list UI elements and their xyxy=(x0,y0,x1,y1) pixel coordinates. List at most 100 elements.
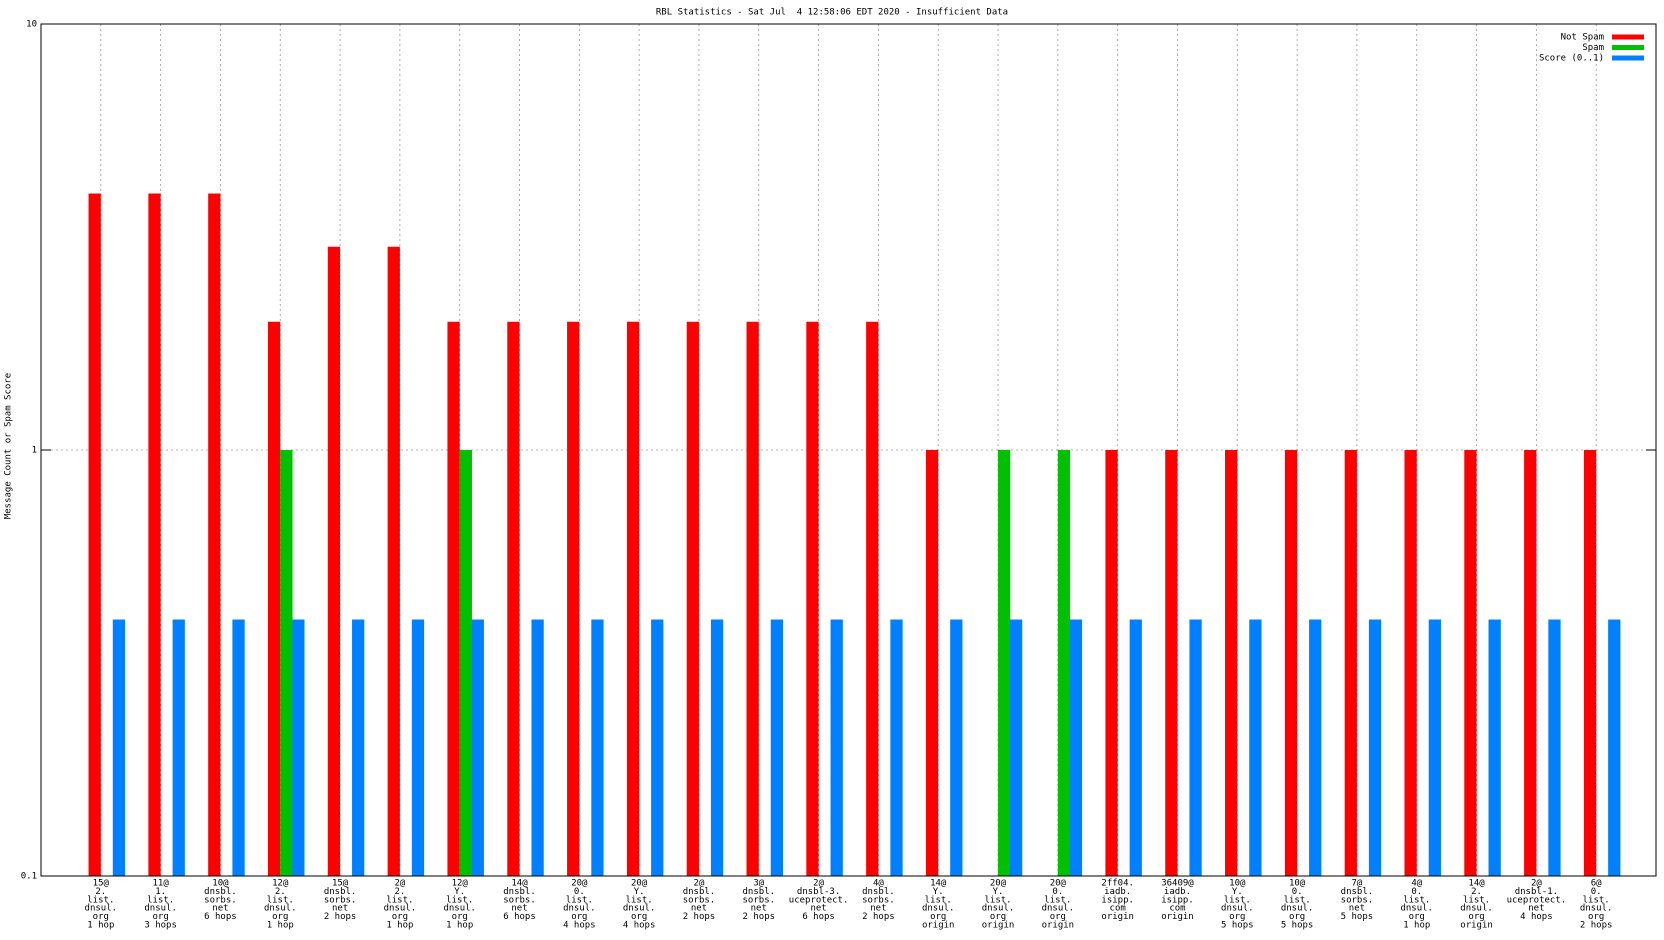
bar xyxy=(1069,619,1083,876)
x-tick-label: list. xyxy=(984,895,1011,905)
bar xyxy=(88,193,101,876)
x-tick-label: dnsul. xyxy=(1580,904,1613,914)
bar xyxy=(1189,619,1202,876)
y-tick-label: 10 xyxy=(26,20,37,30)
x-tick-label: org xyxy=(990,912,1006,922)
x-tick-label: 36409@ xyxy=(1161,879,1194,889)
bar xyxy=(148,193,161,876)
bar xyxy=(1010,619,1023,876)
x-tick-label: com xyxy=(1169,904,1185,914)
x-tick-label: 10@ xyxy=(1229,879,1246,889)
bar xyxy=(1105,450,1118,876)
x-tick-label: 20@ xyxy=(571,879,588,889)
x-tick-label: 14@ xyxy=(1468,879,1485,889)
x-tick-label: net xyxy=(810,904,826,914)
x-tick-label: 2@ xyxy=(1531,879,1542,889)
x-tick-label: net xyxy=(1349,904,1365,914)
x-tick-label: dnsul. xyxy=(922,904,955,914)
x-tick-label: dnsul. xyxy=(144,904,177,914)
x-tick-label: 2@ xyxy=(694,879,705,889)
x-tick-label: list. xyxy=(1224,895,1251,905)
x-tick-label: sorbs. xyxy=(862,895,895,905)
x-tick-label: 1 hop xyxy=(87,921,114,931)
x-tick-label: origin xyxy=(982,921,1015,931)
x-tick-label: dnsbl. xyxy=(683,887,716,897)
x-tick-label: 12@ xyxy=(452,879,469,889)
x-tick-label: 15@ xyxy=(332,879,349,889)
x-tick-label: dnsul. xyxy=(443,904,476,914)
y-tick-label: 0.1 xyxy=(21,872,37,882)
bar xyxy=(1583,450,1597,876)
x-tick-label: 0. xyxy=(1591,887,1602,897)
x-tick-label: 11@ xyxy=(152,879,169,889)
bar xyxy=(1548,619,1561,876)
x-tick-label: 2 hops xyxy=(862,912,895,922)
x-tick-label: org xyxy=(392,912,408,922)
bar xyxy=(686,321,699,876)
x-tick-label: dnsbl-1. xyxy=(1515,887,1558,897)
x-tick-label: 2ff04. xyxy=(1101,879,1134,889)
x-tick-label: dnsbl. xyxy=(743,887,776,897)
x-tick-label: net xyxy=(870,904,886,914)
x-tick-label: isipp. xyxy=(1101,895,1134,905)
x-tick-label: 2. xyxy=(95,887,106,897)
bar xyxy=(1404,450,1417,876)
bar xyxy=(1309,619,1322,876)
x-tick-label: org xyxy=(571,912,587,922)
bar xyxy=(591,619,604,876)
x-tick-label: 10@ xyxy=(212,879,229,889)
x-tick-label: 2 hops xyxy=(1580,921,1613,931)
x-tick-label: org xyxy=(1289,912,1305,922)
bar xyxy=(1129,619,1142,876)
x-tick-label: sorbs. xyxy=(324,895,357,905)
x-tick-label: 0. xyxy=(574,887,585,897)
x-tick-label: dnsbl. xyxy=(503,887,536,897)
x-tick-label: dnsul. xyxy=(563,904,596,914)
bar xyxy=(567,321,580,876)
bar xyxy=(112,619,126,876)
x-tick-label: 4 hops xyxy=(1520,912,1553,922)
x-tick-label: 20@ xyxy=(1050,879,1067,889)
x-tick-label: org xyxy=(93,912,109,922)
bar xyxy=(292,619,305,876)
bar xyxy=(1488,619,1501,876)
legend-label: Score (0..1) xyxy=(1539,54,1604,64)
plot-frame xyxy=(40,23,1657,877)
bar xyxy=(352,619,365,876)
x-tick-label: org xyxy=(1468,912,1484,922)
bar xyxy=(651,619,664,876)
x-tick-label: 1 hop xyxy=(386,921,413,931)
x-tick-label: org xyxy=(1229,912,1245,922)
x-tick-label: 20@ xyxy=(631,879,648,889)
x-tick-label: net xyxy=(691,904,707,914)
x-tick-label: dnsul. xyxy=(384,904,417,914)
x-tick-label: isipp. xyxy=(1161,895,1194,905)
x-tick-label: list. xyxy=(1044,895,1071,905)
bar xyxy=(1608,619,1621,876)
bar xyxy=(806,321,819,876)
x-tick-label: list. xyxy=(1583,895,1610,905)
bar xyxy=(411,619,425,876)
x-tick-label: net xyxy=(1528,904,1544,914)
bar xyxy=(280,450,293,876)
x-tick-label: 6 hops xyxy=(802,912,835,922)
x-tick-label: 10@ xyxy=(1289,879,1306,889)
x-tick-label: list. xyxy=(925,895,952,905)
x-tick-label: list. xyxy=(1403,895,1430,905)
x-tick-label: org xyxy=(452,912,468,922)
bar xyxy=(890,619,903,876)
x-tick-label: dnsul. xyxy=(1281,904,1314,914)
bar xyxy=(1464,450,1477,876)
bar xyxy=(447,321,460,876)
x-tick-label: 0. xyxy=(1052,887,1063,897)
x-tick-label: 2 hops xyxy=(683,912,716,922)
x-tick-label: list. xyxy=(446,895,473,905)
x-tick-label: dnsbl. xyxy=(1341,887,1374,897)
bar xyxy=(998,450,1011,876)
bar xyxy=(1428,619,1441,876)
bar xyxy=(507,321,520,876)
x-tick-label: 6@ xyxy=(1591,879,1602,889)
x-tick-label: 15@ xyxy=(93,879,110,889)
chart-title: RBL Statistics - Sat Jul 4 12:58:06 EDT … xyxy=(656,8,1008,18)
